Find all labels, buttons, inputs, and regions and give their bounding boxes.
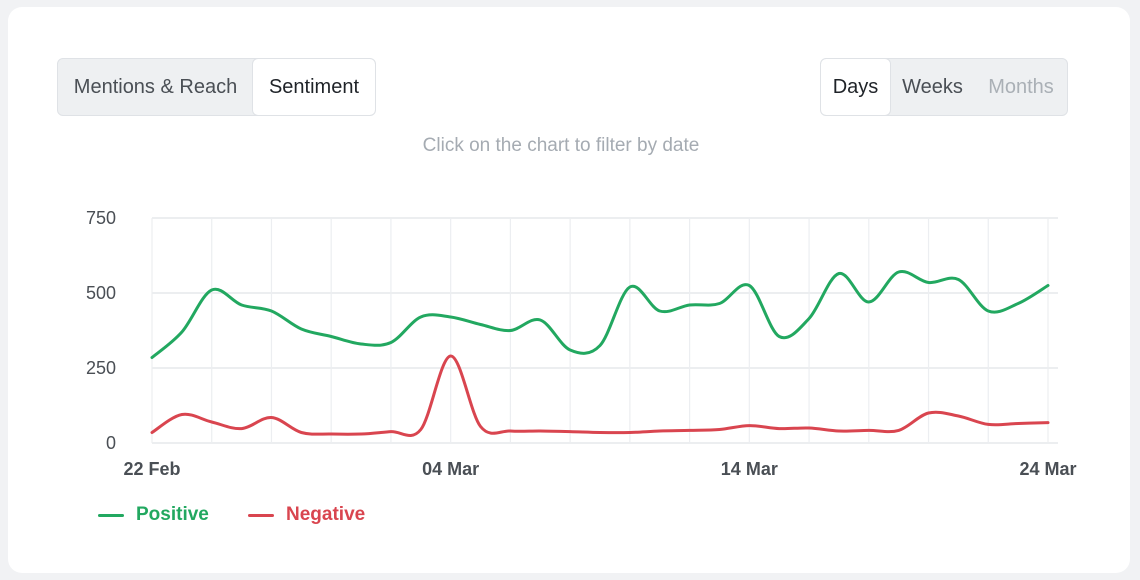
- y-axis-ticks: 0 250 500 750: [86, 208, 116, 453]
- period-days[interactable]: Days: [821, 59, 890, 115]
- tab-sentiment[interactable]: Sentiment: [253, 59, 375, 115]
- chart-hint: Click on the chart to filter by date: [422, 135, 700, 156]
- series-line-negative[interactable]: [150, 354, 1050, 437]
- chart-series: [150, 269, 1050, 437]
- tab-mentions-reach[interactable]: Mentions & Reach: [73, 75, 238, 98]
- legend-negative-label: Negative: [286, 504, 366, 525]
- x-tick-label: 22 Feb: [123, 459, 180, 479]
- x-axis-ticks: 22 Feb 04 Mar 14 Mar 24 Mar: [123, 459, 1076, 479]
- period-tabs: Days Weeks Months: [820, 58, 1068, 116]
- y-tick-label: 500: [86, 283, 116, 303]
- x-tick-label: 04 Mar: [422, 459, 479, 479]
- legend-negative[interactable]: Negative: [248, 504, 365, 526]
- metric-tabs: Mentions & Reach Sentiment: [57, 58, 376, 116]
- y-tick-label: 0: [106, 433, 116, 453]
- y-tick-label: 750: [86, 208, 116, 228]
- x-tick-label: 14 Mar: [721, 459, 778, 479]
- chart-grid: [151, 217, 1058, 444]
- period-months[interactable]: Months: [988, 75, 1054, 98]
- y-tick-label: 250: [86, 358, 116, 378]
- period-weeks[interactable]: Weeks: [902, 75, 963, 98]
- legend-positive[interactable]: Positive: [98, 504, 209, 526]
- legend-positive-label: Positive: [136, 504, 209, 525]
- series-line-positive[interactable]: [150, 269, 1050, 359]
- legend-negative-swatch: [248, 513, 274, 517]
- x-tick-label: 24 Mar: [1019, 459, 1076, 479]
- legend-positive-swatch: [98, 513, 124, 517]
